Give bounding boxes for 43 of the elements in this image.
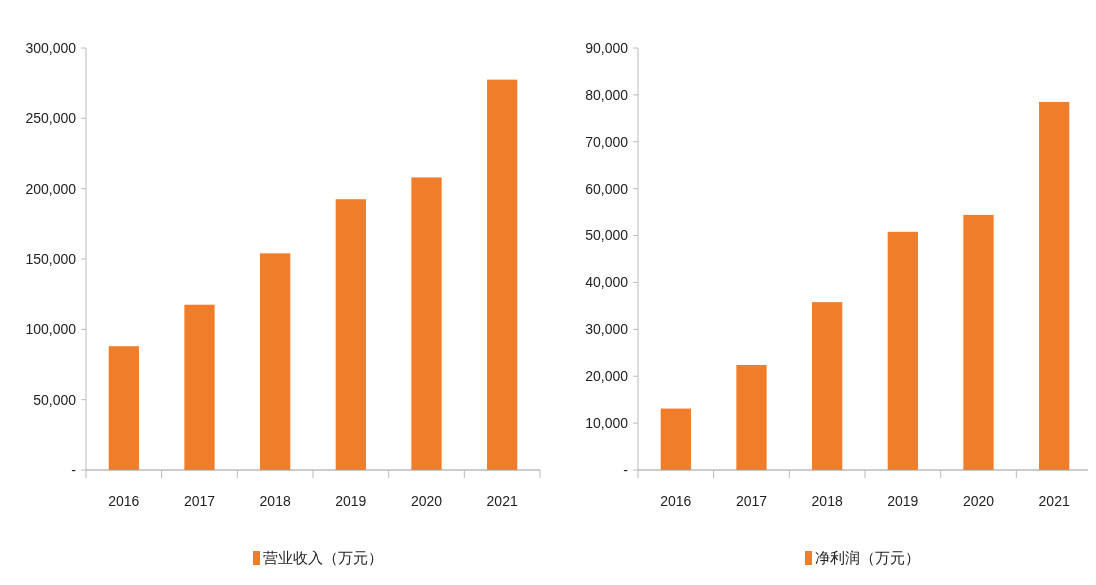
x-tick-label: 2020 — [410, 493, 443, 509]
bar — [736, 364, 767, 470]
bar — [963, 214, 994, 470]
x-tick-label: 2018 — [811, 493, 843, 509]
y-tick-label: 40,000 — [585, 274, 629, 291]
y-tick-label: 20,000 — [585, 368, 629, 385]
y-tick-label: - — [71, 461, 77, 478]
legend-label: 净利润（万元） — [815, 549, 920, 567]
bar — [887, 231, 918, 470]
y-tick-label: 250,000 — [25, 110, 77, 127]
x-tick-label: 2017 — [735, 493, 768, 509]
x-tick-label: 2019 — [887, 493, 919, 509]
x-tick-label: 2018 — [259, 493, 291, 509]
y-tick-label: 70,000 — [585, 133, 629, 150]
y-tick-label: 300,000 — [25, 39, 77, 56]
y-tick-label: 200,000 — [25, 180, 77, 197]
y-tick-label: 60,000 — [585, 180, 629, 197]
y-tick-label: 50,000 — [585, 227, 629, 244]
x-tick-label: 2016 — [660, 493, 692, 509]
y-tick-label: 80,000 — [585, 86, 629, 103]
bar — [184, 304, 215, 470]
bar — [812, 302, 843, 470]
bar — [108, 346, 139, 470]
bar — [335, 199, 366, 470]
x-tick-label: 2020 — [962, 493, 995, 509]
y-tick-label: - — [623, 461, 629, 478]
x-tick-label: 2019 — [335, 493, 367, 509]
bar — [487, 79, 518, 470]
y-tick-label: 30,000 — [585, 321, 629, 338]
y-tick-label: 100,000 — [25, 321, 77, 338]
bar — [411, 177, 442, 470]
y-tick-label: 50,000 — [33, 391, 77, 408]
y-tick-label: 90,000 — [585, 39, 629, 56]
x-tick-label: 2017 — [183, 493, 216, 509]
bar — [660, 408, 691, 470]
y-tick-label: 10,000 — [585, 415, 629, 432]
bar — [260, 253, 291, 470]
x-tick-label: 2021 — [486, 493, 518, 509]
x-tick-label: 2016 — [108, 493, 140, 509]
legend-label: 营业收入（万元） — [263, 549, 383, 567]
bar — [1039, 101, 1070, 470]
x-tick-label: 2021 — [1038, 493, 1070, 509]
y-tick-label: 150,000 — [25, 250, 77, 267]
